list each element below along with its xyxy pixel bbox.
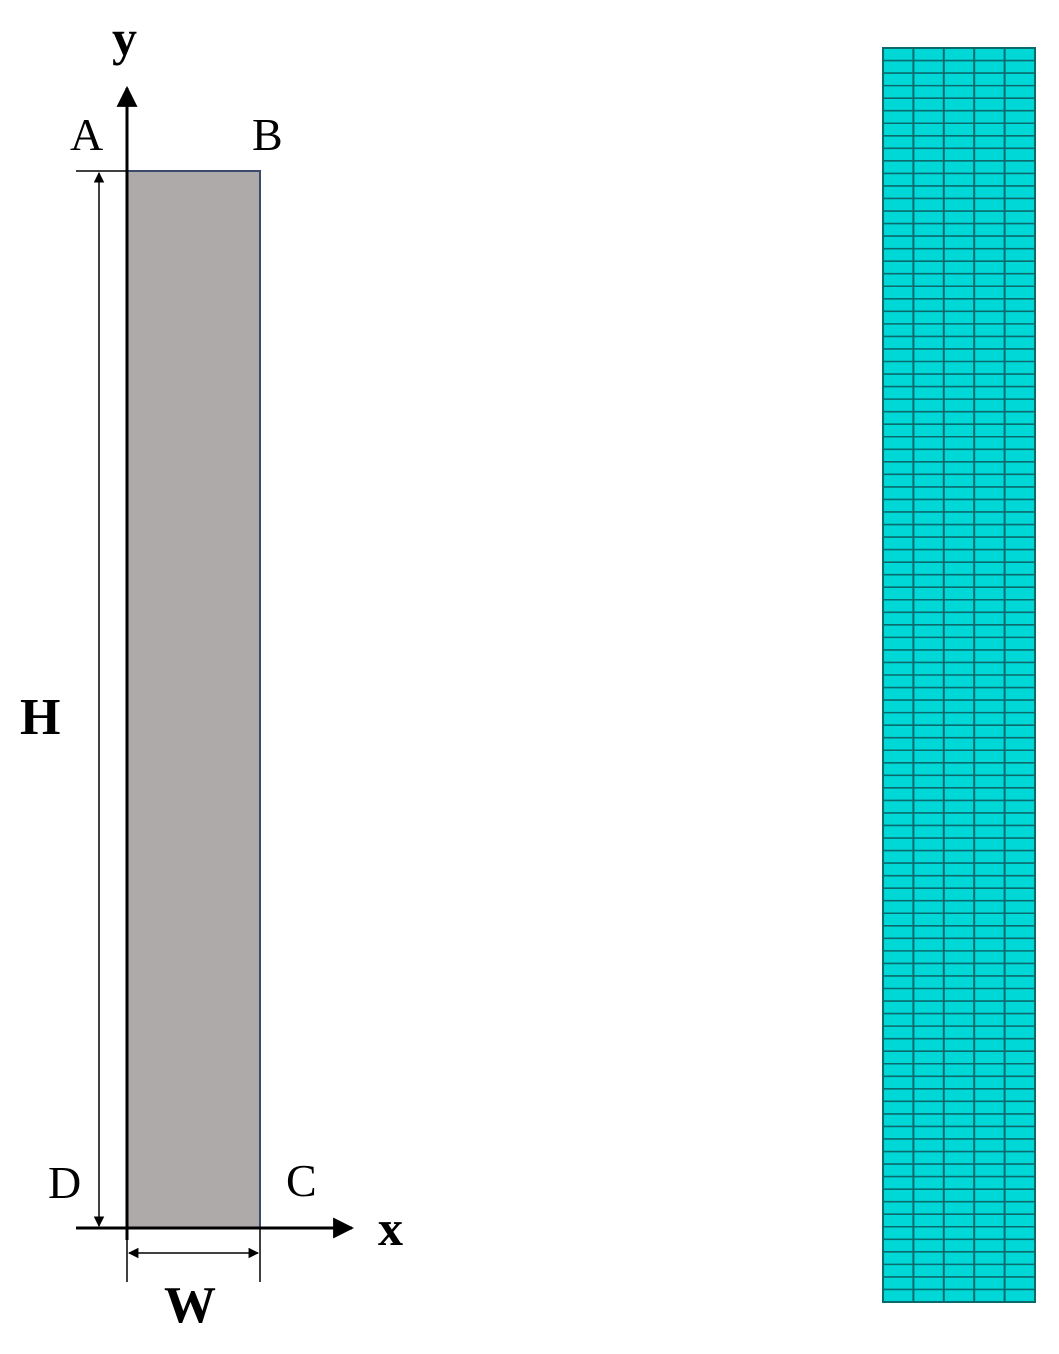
height-label: H [20, 689, 60, 746]
y-axis-label: y [112, 10, 137, 66]
corner-label-d: D [48, 1157, 81, 1208]
domain-edge-right [127, 170, 261, 1228]
mesh-grid-lines [883, 48, 1035, 1302]
geometry-panel: y x A B C D H W [20, 10, 403, 1334]
mesh-border [882, 47, 1036, 1303]
corner-label-a: A [70, 109, 103, 160]
width-label: W [164, 1277, 216, 1334]
x-axis-label: x [378, 1200, 403, 1256]
corner-label-b: B [252, 109, 283, 160]
mesh-panel [882, 47, 1036, 1303]
corner-label-c: C [286, 1155, 317, 1206]
domain-rectangle [127, 171, 260, 1228]
